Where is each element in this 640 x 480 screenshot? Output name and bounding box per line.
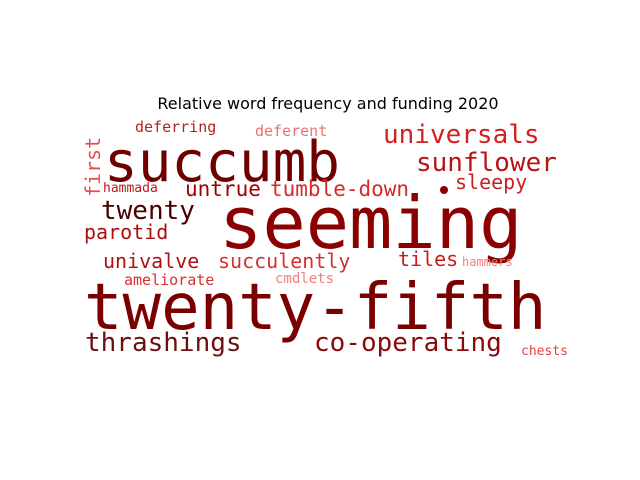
- word-succumb: succumb: [104, 130, 340, 195]
- chart-title: Relative word frequency and funding 2020: [157, 94, 499, 113]
- stray-dot: [440, 186, 448, 194]
- word-parotid: parotid: [84, 220, 168, 244]
- word-ameliorate: ameliorate: [124, 271, 214, 289]
- word-deferring: deferring: [135, 118, 216, 136]
- word-first: first: [81, 137, 105, 197]
- word-universals: universals: [383, 120, 540, 150]
- word-twenty-fifth: twenty-fifth: [84, 271, 546, 345]
- word-co-operating: co-operating: [314, 328, 502, 358]
- word-tumble-down: tumble-down: [270, 177, 409, 201]
- word-univalve: univalve: [103, 249, 199, 273]
- word-seeming: seeming: [219, 181, 522, 265]
- word-deferent: deferent: [255, 122, 327, 140]
- word-tiles: tiles: [398, 247, 458, 271]
- word-untrue: untrue: [185, 177, 261, 201]
- word-twenty: twenty: [101, 196, 195, 226]
- word-succulently: succulently: [218, 249, 350, 273]
- word-chests: chests: [521, 344, 568, 359]
- word-thrashings: thrashings: [85, 328, 242, 358]
- word-hammers: hammers: [462, 255, 513, 269]
- word-cmdlets: cmdlets: [275, 271, 334, 287]
- word-sunflower: sunflower: [416, 148, 557, 178]
- word-hammada: hammada: [103, 181, 158, 196]
- word-sleepy: sleepy: [455, 170, 527, 194]
